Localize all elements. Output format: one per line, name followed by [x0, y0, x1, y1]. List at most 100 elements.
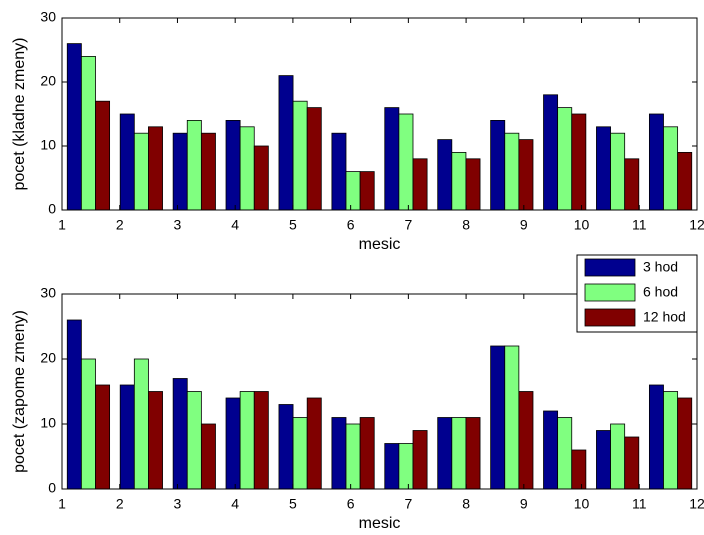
bar	[412, 158, 428, 211]
y-tick-label: 30	[40, 9, 56, 25]
bar	[119, 113, 135, 211]
bar	[543, 94, 559, 211]
x-tick-label: 11	[632, 217, 647, 233]
bar	[80, 56, 96, 211]
bar	[278, 75, 294, 211]
y-tick-label: 0	[48, 201, 56, 217]
bar	[518, 391, 534, 490]
x-tick-label: 1	[58, 217, 66, 233]
bar	[624, 158, 640, 211]
x-tick-label: 10	[574, 217, 590, 233]
x-tick-label: 9	[520, 217, 528, 233]
bar	[663, 126, 679, 211]
x-tick-label: 3	[174, 217, 182, 233]
y-tick-label: 30	[40, 285, 56, 301]
y-axis-label: pocet (kladne zmeny)	[11, 38, 28, 191]
bar	[359, 171, 375, 211]
bar	[253, 145, 269, 211]
legend-swatch	[584, 258, 636, 277]
bar	[133, 132, 149, 211]
bar	[451, 151, 467, 211]
bar	[225, 120, 241, 211]
y-axis-label: pocet (zapome zmeny)	[11, 310, 28, 473]
bar	[345, 171, 361, 211]
bar	[133, 358, 149, 490]
x-tick-label: 12	[689, 217, 704, 233]
x-tick-label: 3	[174, 496, 182, 512]
x-tick-label: 9	[520, 496, 528, 512]
y-tick-label: 10	[40, 137, 56, 153]
bar	[663, 391, 679, 490]
legend-label: 12 hod	[643, 309, 686, 325]
bar	[648, 113, 664, 211]
bar	[465, 158, 481, 211]
bar	[95, 384, 111, 490]
x-tick-label: 10	[574, 496, 590, 512]
bar	[172, 378, 188, 490]
y-tick-label: 0	[48, 480, 56, 496]
bar	[518, 139, 534, 211]
legend-label: 3 hod	[643, 259, 678, 275]
bar	[596, 430, 611, 490]
x-tick-label: 12	[689, 496, 704, 512]
bar	[66, 319, 82, 490]
bar	[571, 113, 587, 211]
bar	[384, 107, 400, 211]
bar	[557, 107, 573, 211]
bar	[384, 443, 400, 490]
bar	[186, 391, 202, 490]
bar	[543, 410, 559, 490]
x-tick-label: 11	[632, 496, 647, 512]
x-tick-label: 7	[404, 496, 412, 512]
y-tick-label: 20	[40, 350, 56, 366]
y-tick-label: 10	[40, 415, 56, 431]
bar	[451, 417, 467, 490]
bar	[119, 384, 135, 490]
x-tick-label: 2	[116, 217, 124, 233]
bar	[80, 358, 96, 490]
bar	[292, 417, 308, 490]
bar	[200, 132, 216, 211]
bar	[490, 345, 506, 490]
bar	[306, 397, 322, 490]
bar	[412, 430, 428, 490]
x-axis-label: mesic	[359, 515, 401, 532]
bar	[331, 417, 347, 490]
bar	[95, 100, 111, 211]
bar	[624, 436, 640, 490]
x-tick-label: 5	[289, 496, 297, 512]
bar	[504, 345, 520, 490]
x-tick-label: 8	[462, 496, 470, 512]
bar	[398, 443, 414, 490]
bar	[292, 100, 308, 211]
bar	[148, 126, 163, 211]
bar	[648, 384, 664, 490]
bar	[437, 139, 453, 211]
bar	[186, 120, 202, 211]
bar	[677, 151, 693, 211]
x-tick-label: 8	[462, 217, 470, 233]
axes-box	[61, 293, 698, 490]
bar	[148, 391, 163, 490]
bar	[359, 417, 375, 490]
bar	[306, 107, 322, 211]
bar	[66, 43, 82, 211]
bar	[610, 423, 626, 490]
bar	[225, 397, 241, 490]
x-axis-label: mesic	[359, 236, 401, 253]
axes-box	[61, 17, 698, 211]
bar	[239, 391, 255, 490]
x-tick-label: 4	[231, 217, 239, 233]
x-tick-label: 6	[347, 217, 355, 233]
bar	[345, 423, 361, 490]
x-tick-label: 4	[231, 496, 239, 512]
bar	[504, 132, 520, 211]
bar	[172, 132, 188, 211]
x-tick-label: 2	[116, 496, 124, 512]
bar	[677, 397, 693, 490]
bar	[437, 417, 453, 490]
bar	[596, 126, 611, 211]
x-tick-label: 6	[347, 496, 355, 512]
